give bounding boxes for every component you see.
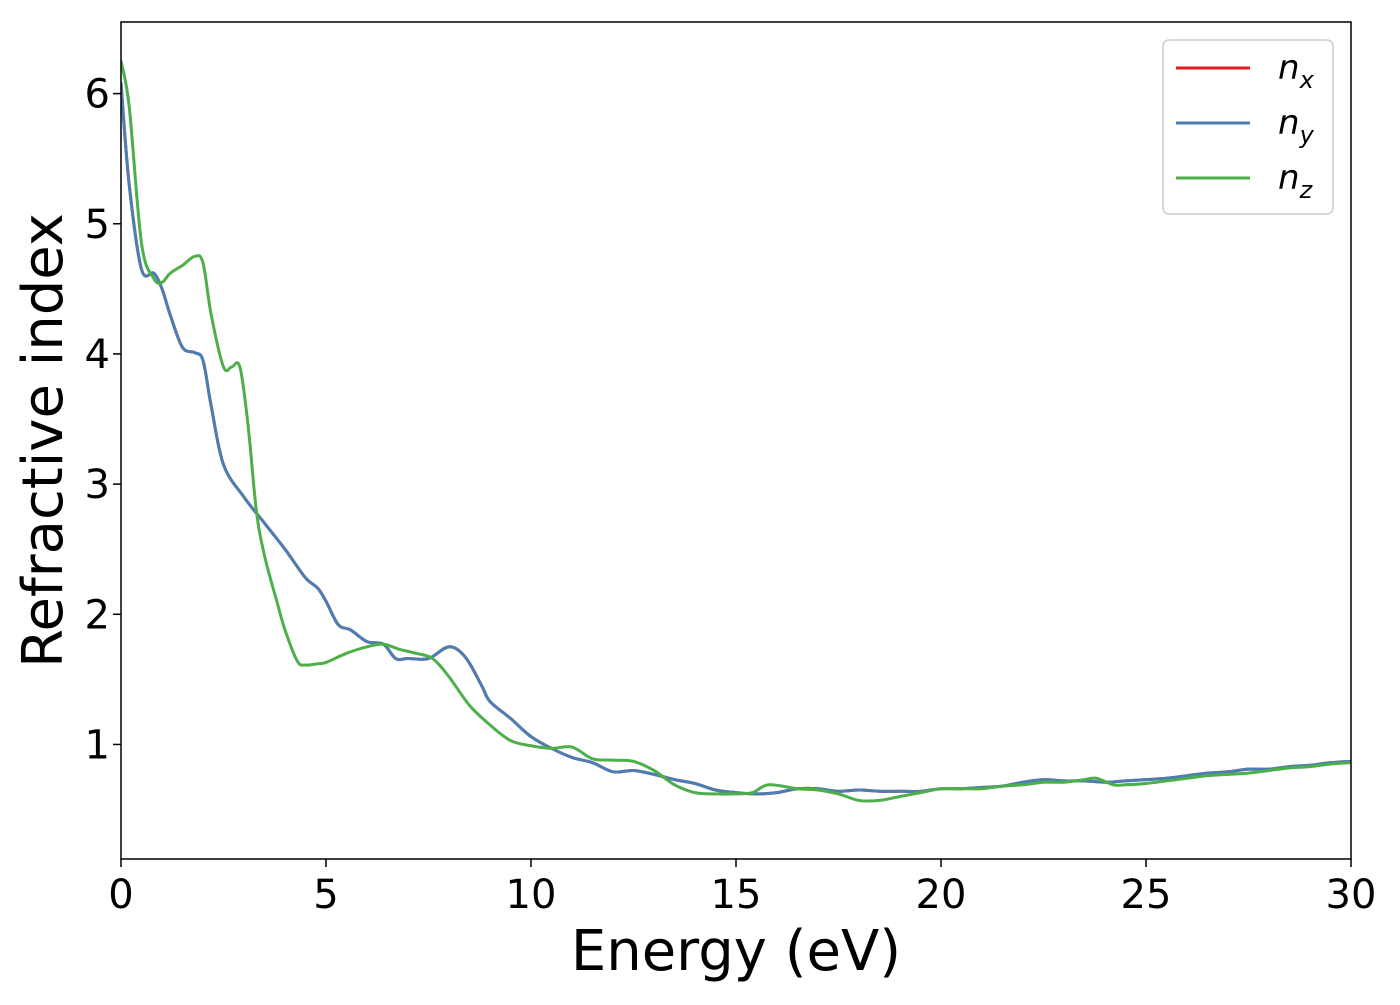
series-layer (121, 59, 1351, 803)
x-axis-ticks: 0 5 10 15 20 25 30 (108, 859, 1376, 918)
series-line-ny (121, 81, 1351, 796)
y-tick-label: 4 (85, 332, 110, 378)
y-tick-label: 2 (85, 592, 110, 638)
x-tick-label: 30 (1326, 872, 1377, 918)
x-tick-label: 10 (506, 872, 557, 918)
y-tick-label: 1 (85, 722, 110, 768)
y-tick-label: 3 (85, 462, 110, 508)
y-tick-label: 6 (85, 72, 110, 118)
series-line-nz (121, 59, 1351, 803)
x-tick-label: 20 (916, 872, 967, 918)
x-tick-label: 5 (313, 872, 338, 918)
y-axis-title: Refractive index (11, 213, 76, 668)
x-tick-label: 0 (108, 872, 133, 918)
x-tick-label: 25 (1121, 872, 1172, 918)
y-axis-ticks: 1 2 3 4 5 6 (85, 72, 121, 768)
y-tick-label: 5 (85, 202, 110, 248)
legend-label-ny: ny (1278, 103, 1315, 149)
x-axis-title: Energy (eV) (571, 919, 901, 984)
legend-label-nx: nx (1278, 48, 1315, 94)
legend-box (1162, 39, 1334, 215)
x-tick-label: 15 (711, 872, 762, 918)
legend-label-nz: nz (1278, 158, 1314, 204)
legend: nx ny nz (1162, 39, 1334, 215)
